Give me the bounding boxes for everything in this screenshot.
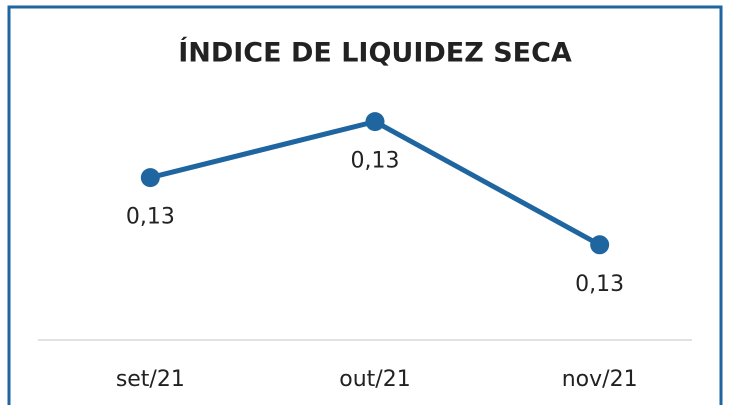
frame <box>7 5 723 405</box>
marker <box>140 168 160 188</box>
data-label: 0,13 <box>126 205 175 230</box>
x-tick-label: nov/21 <box>562 367 638 392</box>
data-label: 0,13 <box>351 149 400 174</box>
data-label: 0,13 <box>575 272 624 297</box>
x-tick-label: out/21 <box>339 367 410 392</box>
x-tick-label: set/21 <box>116 367 185 392</box>
chart-title: ÍNDICE DE LIQUIDEZ SECA <box>178 37 572 69</box>
marker <box>590 235 610 255</box>
marker <box>365 112 385 132</box>
